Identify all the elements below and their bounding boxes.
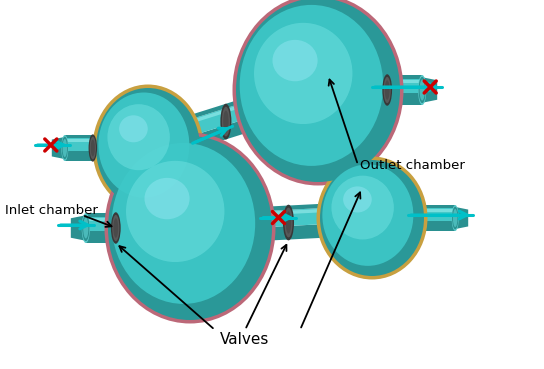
Ellipse shape [452, 205, 459, 231]
Polygon shape [168, 89, 275, 126]
Polygon shape [65, 151, 117, 161]
Polygon shape [86, 231, 141, 243]
Ellipse shape [323, 164, 413, 266]
Ellipse shape [126, 161, 225, 262]
Ellipse shape [236, 0, 400, 182]
Ellipse shape [91, 139, 95, 156]
Ellipse shape [384, 77, 391, 103]
Polygon shape [367, 93, 422, 105]
Ellipse shape [382, 74, 392, 106]
Ellipse shape [112, 143, 255, 304]
Polygon shape [71, 215, 86, 241]
Polygon shape [86, 217, 141, 231]
Text: Inlet chamber: Inlet chamber [5, 203, 98, 217]
Ellipse shape [111, 212, 121, 244]
Ellipse shape [63, 139, 67, 157]
Ellipse shape [98, 93, 189, 197]
Ellipse shape [222, 107, 230, 137]
Ellipse shape [273, 40, 318, 81]
Polygon shape [65, 138, 117, 151]
Ellipse shape [96, 88, 200, 208]
Ellipse shape [61, 135, 69, 161]
Ellipse shape [385, 80, 390, 100]
Ellipse shape [90, 137, 96, 159]
Polygon shape [65, 135, 117, 138]
Ellipse shape [108, 104, 170, 170]
Polygon shape [174, 108, 285, 155]
Ellipse shape [453, 209, 458, 227]
Polygon shape [231, 223, 347, 242]
Ellipse shape [223, 111, 228, 132]
Ellipse shape [320, 160, 424, 276]
Text: Valves: Valves [220, 332, 270, 348]
Polygon shape [455, 207, 468, 229]
Ellipse shape [82, 215, 89, 241]
Polygon shape [367, 79, 422, 93]
Polygon shape [86, 217, 141, 221]
Ellipse shape [240, 5, 383, 166]
Ellipse shape [92, 85, 203, 211]
Ellipse shape [145, 178, 190, 219]
Polygon shape [230, 207, 346, 229]
Polygon shape [52, 137, 65, 159]
Polygon shape [169, 93, 277, 130]
Polygon shape [403, 209, 455, 211]
Ellipse shape [89, 134, 97, 162]
Ellipse shape [82, 213, 90, 243]
Ellipse shape [113, 218, 118, 238]
Ellipse shape [452, 207, 458, 230]
Ellipse shape [285, 208, 293, 237]
Polygon shape [403, 221, 455, 231]
Ellipse shape [112, 215, 119, 241]
Ellipse shape [418, 77, 426, 103]
Ellipse shape [317, 156, 428, 279]
Polygon shape [169, 93, 280, 142]
Ellipse shape [104, 132, 275, 324]
Ellipse shape [220, 104, 231, 139]
Ellipse shape [343, 186, 372, 213]
Polygon shape [65, 139, 117, 141]
Ellipse shape [331, 176, 394, 239]
Ellipse shape [232, 0, 404, 186]
Polygon shape [230, 208, 345, 217]
Ellipse shape [286, 211, 291, 234]
Ellipse shape [108, 136, 272, 320]
Polygon shape [403, 208, 455, 221]
Polygon shape [86, 213, 141, 217]
Ellipse shape [419, 79, 425, 100]
Ellipse shape [283, 205, 294, 240]
Polygon shape [230, 203, 345, 213]
Polygon shape [367, 79, 422, 83]
Ellipse shape [83, 217, 89, 238]
Polygon shape [367, 75, 422, 79]
Text: Outlet chamber: Outlet chamber [360, 159, 465, 172]
Ellipse shape [254, 23, 353, 124]
Polygon shape [403, 205, 455, 208]
Ellipse shape [61, 137, 68, 159]
Polygon shape [422, 77, 437, 103]
Ellipse shape [119, 115, 148, 142]
Ellipse shape [418, 75, 426, 105]
